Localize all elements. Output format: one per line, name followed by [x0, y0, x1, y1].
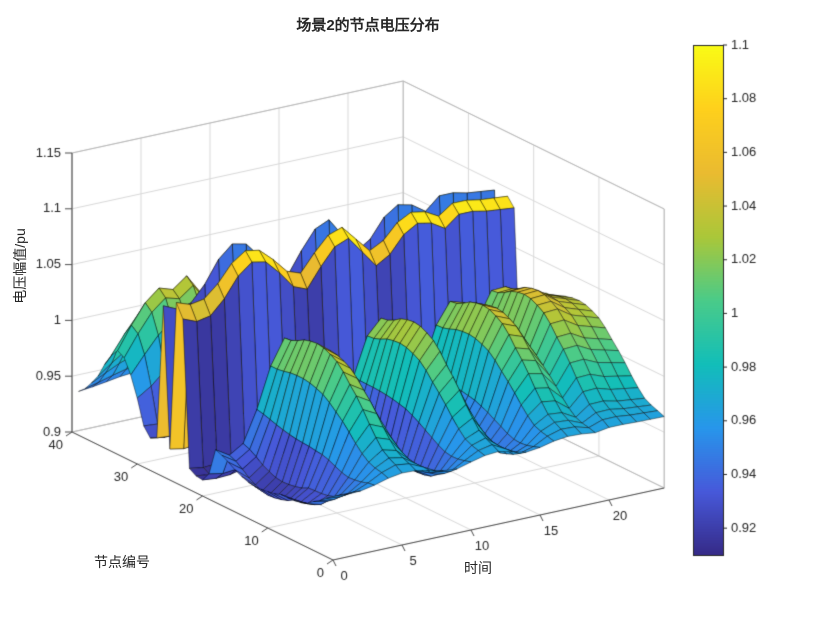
chart-title: 场景2的节点电压分布: [296, 17, 440, 34]
z-axis-label: 电压幅值/pu: [12, 228, 28, 304]
y-axis-label: 节点编号: [94, 554, 150, 570]
x-axis-label: 时间: [464, 560, 492, 576]
